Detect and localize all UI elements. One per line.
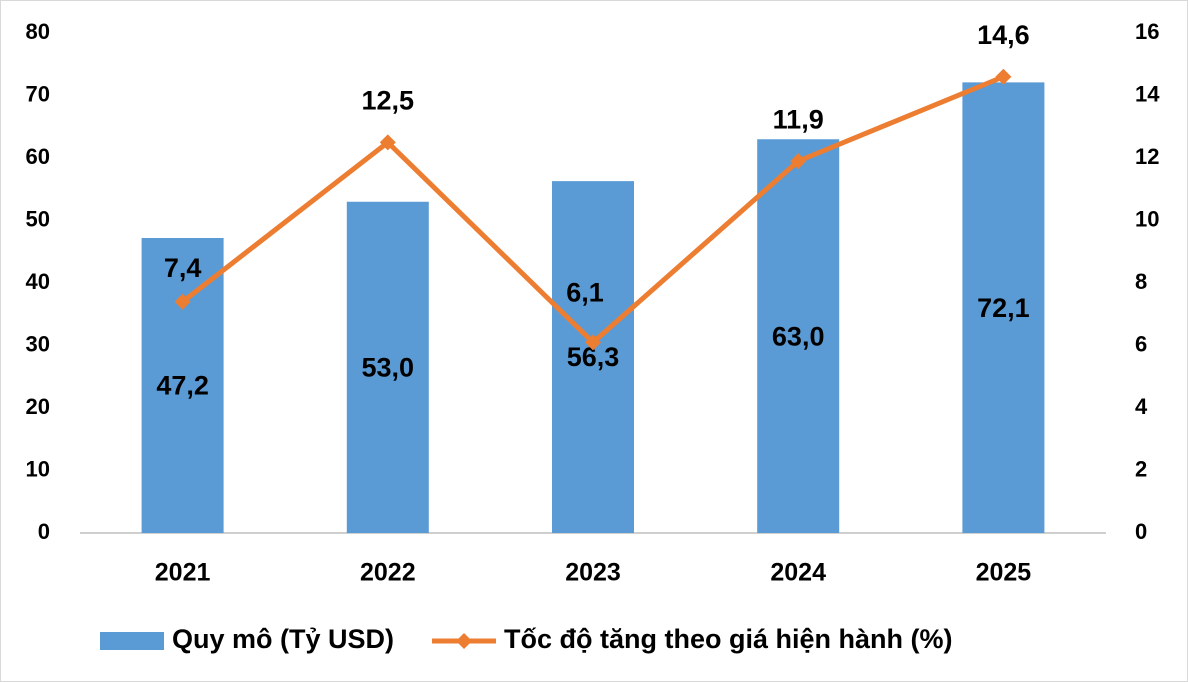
bar-value-label: 47,2 <box>156 371 209 401</box>
legend-label: Tốc độ tăng theo giá hiện hành (%) <box>504 624 952 654</box>
y-tick-label: 0 <box>38 519 50 544</box>
bar <box>757 139 840 533</box>
bar-value-label: 72,1 <box>977 293 1030 323</box>
bar-value-label: 63,0 <box>772 321 825 351</box>
line-marker <box>995 68 1012 85</box>
bar <box>962 82 1045 533</box>
x-tick-label: 2021 <box>155 559 211 587</box>
y-tick-label: 30 <box>26 331 50 356</box>
y-tick-label: 70 <box>26 81 50 106</box>
y-tick-label: 80 <box>26 19 50 44</box>
x-tick-label: 2023 <box>565 559 621 587</box>
line-marker <box>174 293 191 310</box>
line-marker <box>585 334 601 351</box>
bar <box>141 238 224 533</box>
x-tick-label: 2022 <box>360 559 416 587</box>
y2-tick-label: 4 <box>1135 394 1148 419</box>
x-tick-label: 2025 <box>976 559 1032 587</box>
line-value-label: 6,1 <box>566 278 604 308</box>
y2-tick-label: 14 <box>1135 81 1160 106</box>
y2-tick-label: 2 <box>1135 456 1147 481</box>
y-tick-label: 60 <box>26 144 50 169</box>
line-marker <box>790 153 807 170</box>
y2-tick-label: 12 <box>1135 144 1159 169</box>
legend-marker <box>456 633 473 649</box>
bar <box>552 181 634 533</box>
bar <box>346 201 429 533</box>
y2-tick-label: 8 <box>1135 269 1147 294</box>
legend-label: Quy mô (Tỷ USD) <box>172 624 394 654</box>
bar-value-label: 53,0 <box>362 353 415 383</box>
y2-tick-label: 0 <box>1135 519 1147 544</box>
line-value-label: 12,5 <box>362 86 415 116</box>
line-value-label: 14,6 <box>977 20 1030 50</box>
y2-tick-label: 6 <box>1135 331 1147 356</box>
y-tick-label: 20 <box>26 394 50 419</box>
line-value-label: 7,4 <box>164 253 202 283</box>
legend-swatch <box>100 632 164 650</box>
y-tick-label: 10 <box>26 456 50 481</box>
y-tick-label: 50 <box>26 206 50 231</box>
y2-tick-label: 10 <box>1135 206 1159 231</box>
y2-tick-label: 16 <box>1135 19 1159 44</box>
x-tick-label: 2024 <box>770 559 826 587</box>
y-tick-label: 40 <box>26 269 50 294</box>
line-marker <box>379 134 396 151</box>
line-value-label: 11,9 <box>773 104 824 134</box>
